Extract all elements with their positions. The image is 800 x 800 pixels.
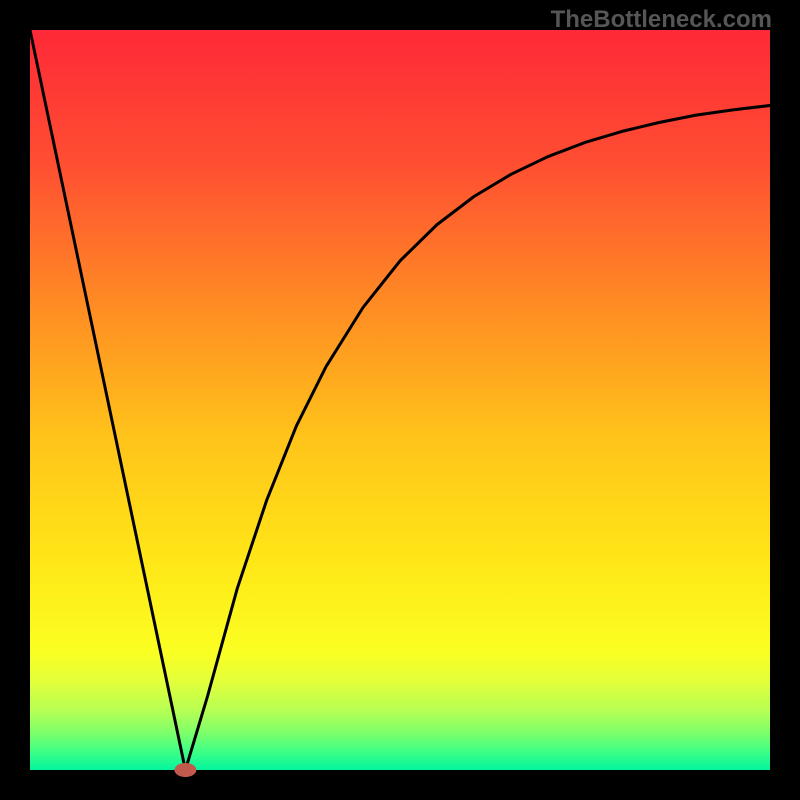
plot-area [30,30,770,770]
minimum-marker [174,763,196,777]
chart-svg [0,0,800,800]
watermark-text: TheBottleneck.com [551,6,772,34]
chart-stage: TheBottleneck.com [0,0,800,800]
